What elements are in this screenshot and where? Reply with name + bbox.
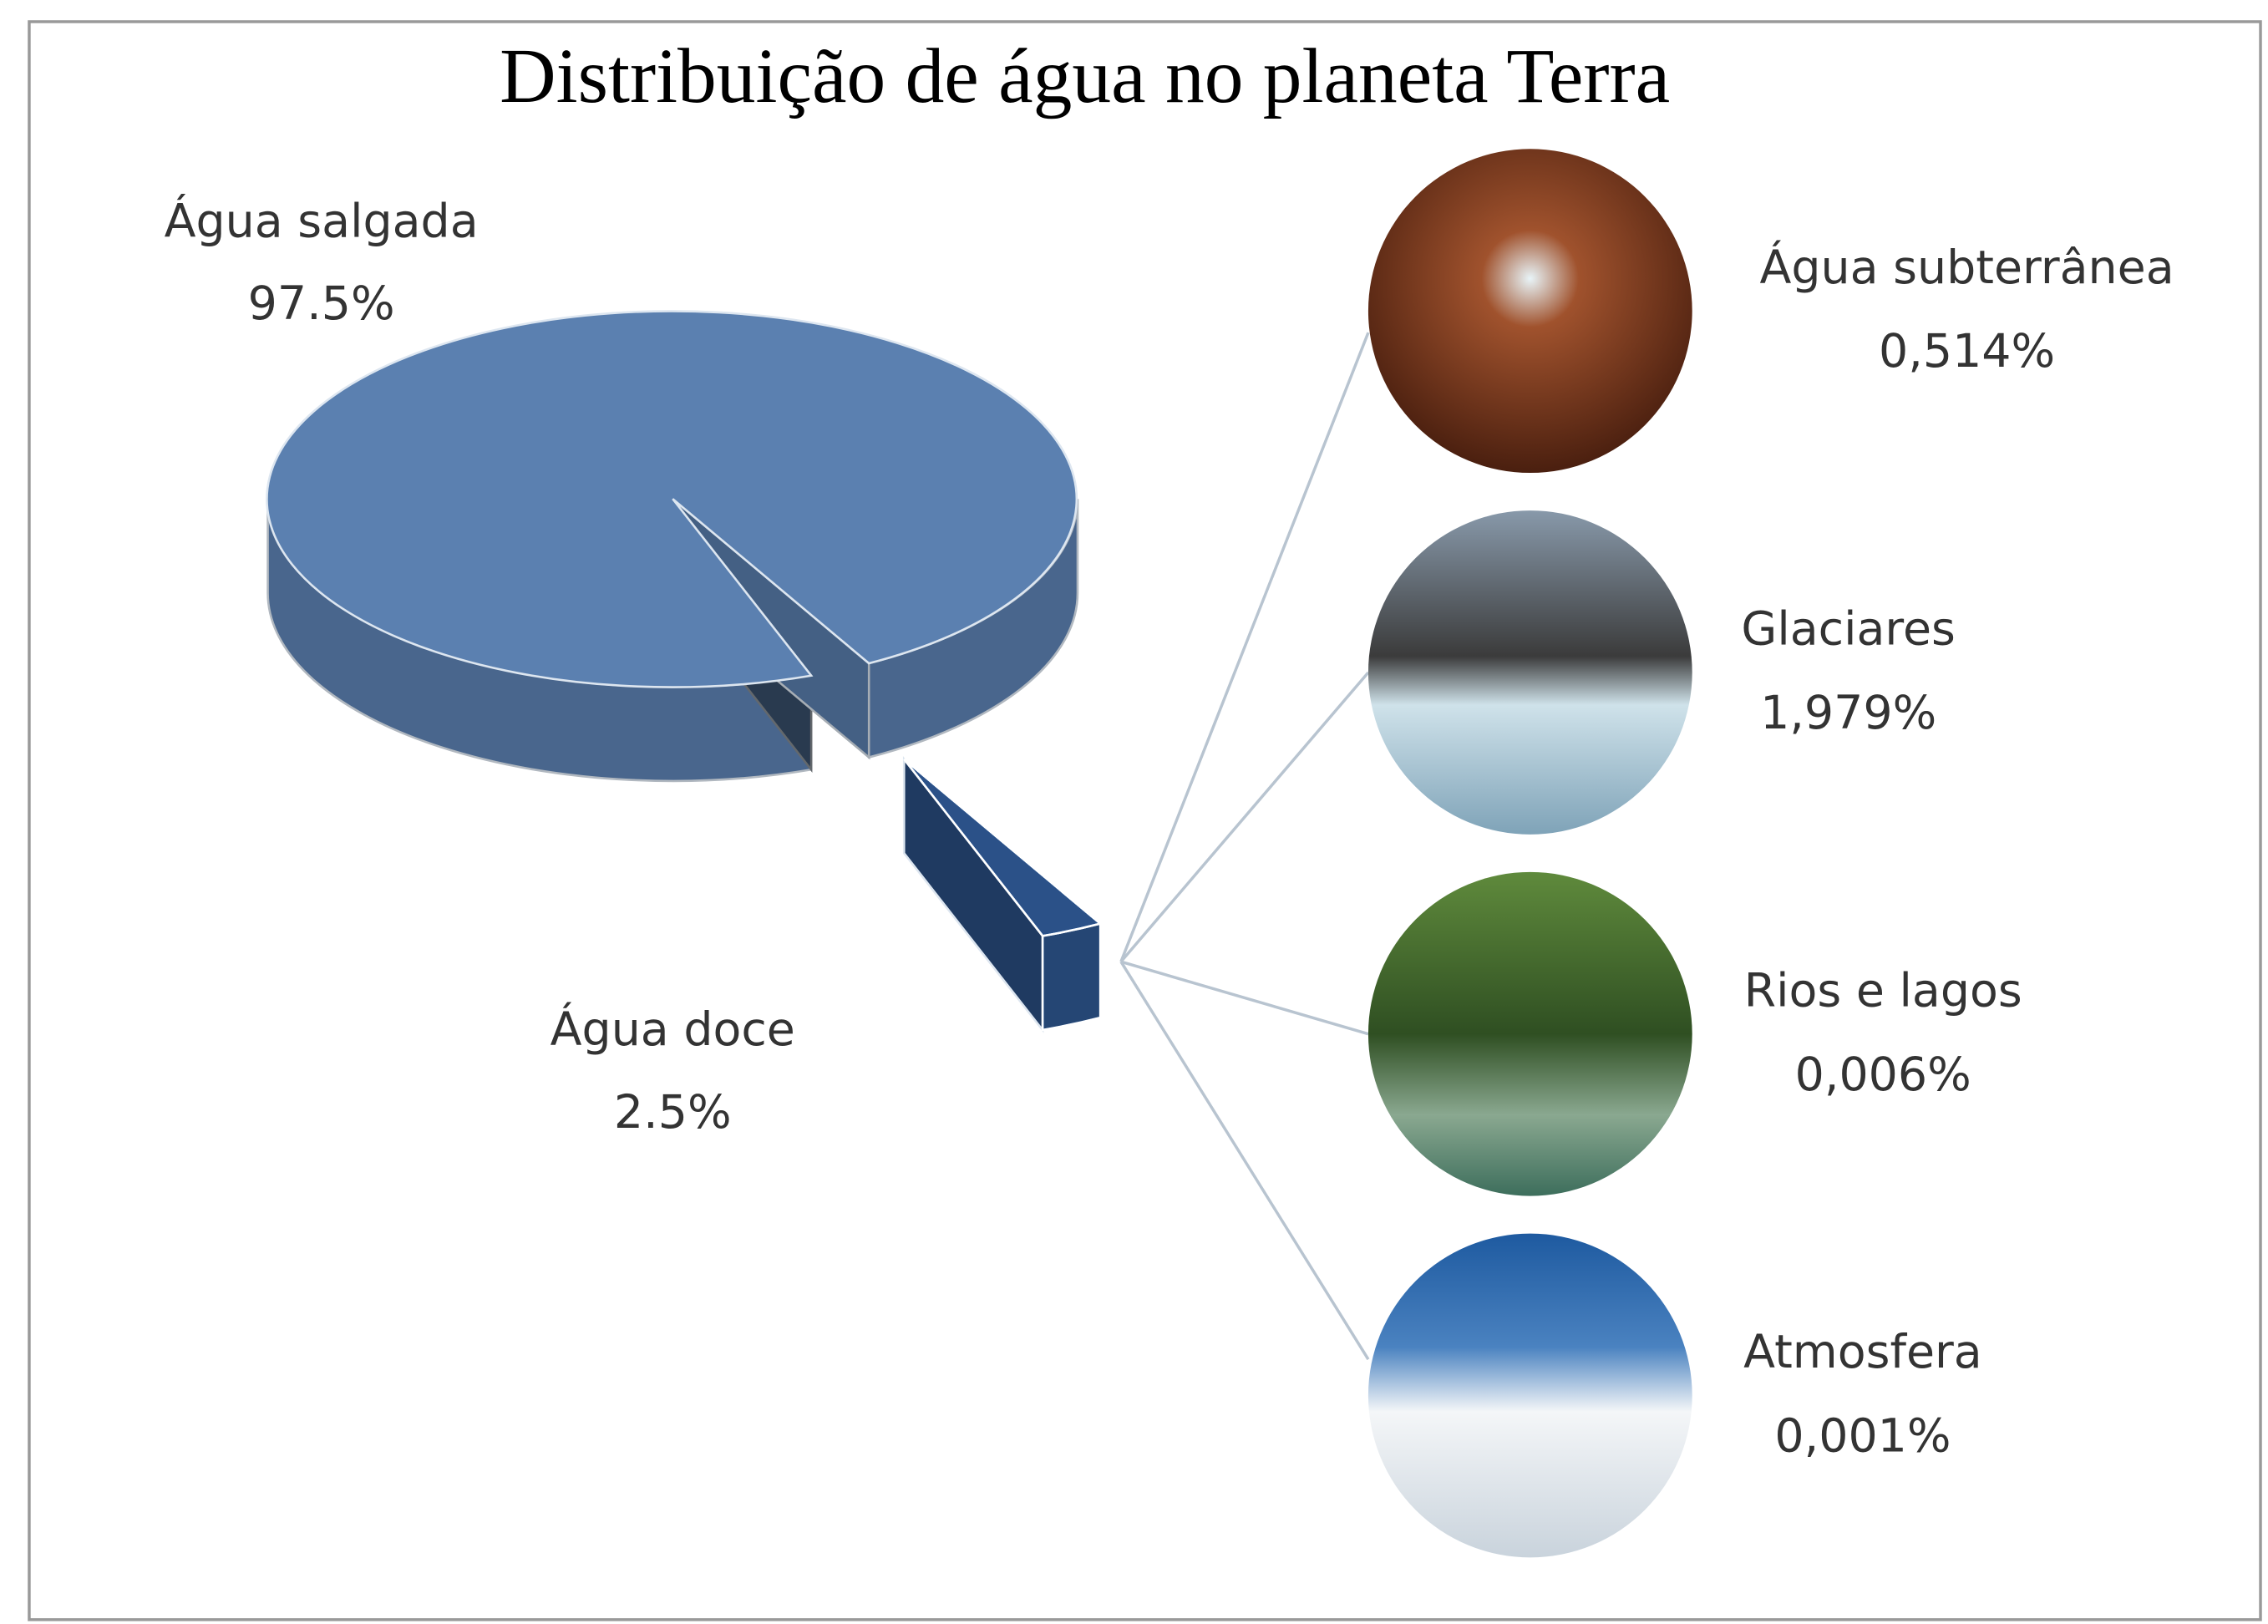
- breakdown-value-label: 1,979%: [1760, 687, 1936, 740]
- frame: [28, 20, 2262, 1621]
- breakdown-circle: [1367, 1233, 1692, 1558]
- pie-side: [1041, 921, 1102, 1032]
- breakdown-value-label: 0,514%: [1879, 325, 2055, 378]
- leader-line: [1119, 961, 1370, 1361]
- leader-line: [1120, 960, 1369, 1036]
- breakdown-label: Rios e lagos: [1744, 964, 2022, 1018]
- slice-value-label: 97.5%: [248, 277, 395, 331]
- slice-label: Água doce: [551, 1002, 795, 1057]
- leader-line: [1119, 332, 1370, 962]
- breakdown-circle: [1367, 871, 1692, 1196]
- breakdown-label: Atmosfera: [1743, 1326, 1982, 1379]
- breakdown-value-label: 0,001%: [1774, 1410, 1951, 1464]
- breakdown-value-label: 0,006%: [1795, 1048, 1971, 1102]
- breakdown-label: Glaciares: [1741, 603, 1955, 657]
- breakdown-circle: [1367, 510, 1692, 835]
- chart-title: Distribuição de água no planeta Terra: [500, 33, 1670, 119]
- slice-label: Água salgada: [165, 194, 479, 248]
- pie-slice: [266, 310, 1078, 688]
- pie-slice: [903, 758, 1103, 937]
- leader-line: [1119, 671, 1370, 963]
- breakdown-label: Água subterrânea: [1760, 241, 2174, 295]
- slice-value-label: 2.5%: [614, 1086, 732, 1139]
- breakdown-circle: [1367, 149, 1692, 474]
